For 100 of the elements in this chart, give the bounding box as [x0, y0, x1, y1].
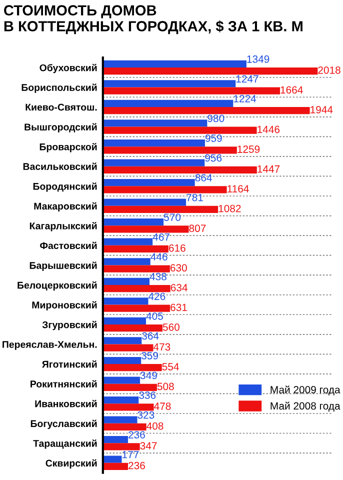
bar: [102, 139, 205, 147]
data-label: 956: [205, 154, 222, 162]
data-label: 1259: [238, 146, 260, 153]
bar: [102, 456, 122, 463]
bar: [102, 404, 154, 411]
data-label: 1247: [236, 75, 258, 82]
bar: [102, 218, 164, 226]
data-label: 560: [162, 323, 180, 331]
data-label: 336: [139, 392, 156, 399]
bar: [102, 265, 170, 272]
y-tick-label: Обуховский: [40, 64, 97, 74]
y-tick-label: Белоцерковский: [18, 281, 97, 291]
bar: [102, 284, 170, 292]
bar: [102, 258, 150, 266]
legend-label: Май 2009 года: [270, 386, 340, 396]
y-tick-label: Фастовский: [40, 242, 97, 250]
bar: [102, 159, 205, 166]
bar: [102, 376, 140, 384]
y-tick-label: Переяслав-Хмельн.: [2, 341, 97, 350]
bar: [102, 396, 139, 404]
data-label: 1664: [280, 86, 303, 94]
bar: [102, 107, 310, 114]
data-label: 1446: [258, 126, 280, 134]
data-label: 781: [186, 194, 203, 202]
bar: [102, 423, 146, 430]
data-label: 570: [164, 214, 181, 221]
data-label: 959: [205, 134, 222, 142]
y-tick-label: Броварской: [40, 142, 97, 152]
bar: [102, 178, 195, 186]
bar: [102, 206, 218, 214]
y-tick-label: Макаровский: [34, 202, 97, 212]
bar: [102, 317, 146, 325]
data-label: 554: [162, 363, 179, 370]
bar: [102, 100, 234, 108]
data-label: 347: [140, 442, 157, 450]
data-label: 1944: [310, 106, 333, 114]
data-label: 438: [150, 272, 166, 280]
bar: [102, 198, 186, 206]
data-label: 508: [157, 382, 174, 390]
y-tick-label: Рокитнянский: [30, 380, 97, 388]
data-label: 408: [146, 422, 164, 430]
data-label: 807: [189, 224, 206, 232]
data-label: 1447: [258, 165, 280, 173]
bar: [102, 80, 236, 88]
bar: [102, 462, 128, 470]
data-label: 473: [153, 343, 170, 351]
data-label: 634: [170, 284, 188, 292]
bar: [102, 186, 227, 194]
data-label: 1082: [218, 204, 241, 212]
data-label: 405: [146, 312, 163, 320]
bar: [102, 356, 142, 364]
y-tick-label: Таращанский: [33, 440, 97, 449]
y-tick-label: Иванковский: [35, 400, 97, 408]
bar: [102, 384, 157, 391]
data-label: 631: [170, 304, 187, 312]
data-label: 426: [148, 292, 166, 300]
data-label: 630: [170, 264, 187, 272]
bar: [102, 226, 189, 233]
y-tick-label: Мироновский: [32, 301, 97, 310]
data-label: 467: [152, 233, 170, 241]
data-label: 2018: [318, 66, 340, 74]
bar: [102, 364, 162, 372]
y-tick-label: Бориспольский: [22, 84, 97, 93]
bar: [102, 298, 148, 305]
bar: [102, 278, 150, 285]
bar: [102, 166, 257, 174]
bar: [102, 146, 237, 154]
bar: [102, 344, 154, 352]
y-tick-label: Бородянский: [33, 182, 97, 192]
bar: [102, 337, 142, 344]
data-label: 1224: [234, 94, 256, 102]
bar: [102, 304, 170, 312]
legend-label: Май 2008 года: [270, 402, 340, 412]
bar: [102, 416, 138, 424]
y-tick-label: Сквирский: [46, 459, 97, 469]
data-label: 478: [154, 402, 171, 410]
chart-title: СТОИМОСТЬ ДОМОВ В КОТТЕДЖНЫХ ГОРОДКАХ, $ ЗА 1 КВ. М: [4, 5, 302, 34]
data-label: 349: [140, 372, 157, 380]
bar: [102, 87, 280, 94]
bar: [102, 436, 128, 444]
bar: [102, 120, 208, 127]
data-label: 1349: [247, 55, 270, 63]
data-label: 177: [122, 450, 139, 458]
y-tick-label: Киево-Святош.: [26, 104, 97, 111]
y-tick-label: Барышевский: [30, 262, 97, 271]
data-label: 616: [168, 244, 186, 252]
bar: [102, 126, 257, 134]
bar: [102, 245, 168, 253]
data-label: 864: [195, 174, 212, 182]
y-tick-label: Яготинский: [42, 360, 97, 368]
data-label: 1164: [228, 185, 249, 192]
data-label: 980: [208, 114, 224, 122]
bar: [102, 238, 153, 246]
y-tick-label: Богуславский: [30, 420, 97, 430]
data-label: 323: [138, 411, 154, 419]
data-label: 236: [128, 431, 145, 438]
y-tick-label: Згуровский: [42, 320, 97, 330]
y-tick-label: Вышгородский: [24, 123, 97, 132]
data-label: 236: [128, 462, 145, 470]
bar: [102, 443, 140, 450]
